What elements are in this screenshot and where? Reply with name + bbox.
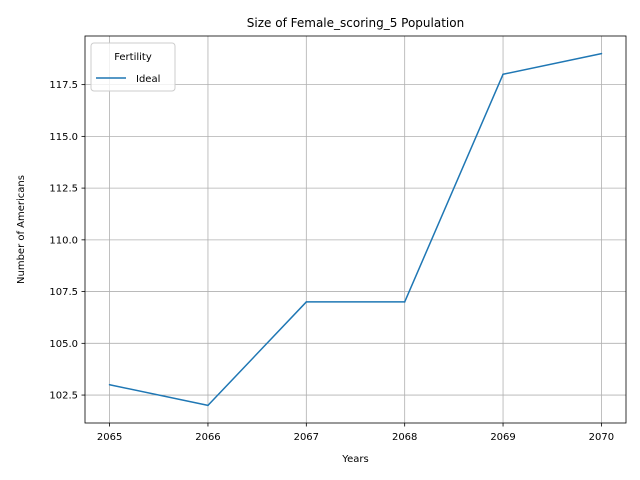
y-tick-label: 102.5 bbox=[49, 391, 78, 402]
chart-title: Size of Female_scoring_5 Population bbox=[247, 16, 464, 30]
x-axis-label: Years bbox=[341, 454, 368, 465]
y-tick-label: 115.0 bbox=[49, 132, 78, 143]
legend-label: Ideal bbox=[136, 74, 160, 85]
data-point bbox=[108, 383, 111, 386]
x-tick-label: 2069 bbox=[490, 432, 515, 443]
data-point bbox=[305, 301, 308, 303]
grid bbox=[85, 36, 626, 423]
plot-area bbox=[84, 35, 627, 424]
y-tick-label: 112.5 bbox=[49, 184, 78, 195]
y-tick-label: 105.0 bbox=[49, 339, 78, 350]
y-tick-label: 117.5 bbox=[49, 80, 78, 91]
data-point bbox=[502, 73, 504, 76]
x-tick-label: 2066 bbox=[195, 432, 220, 443]
series-line-0 bbox=[109, 52, 602, 407]
x-tick-label: 2068 bbox=[392, 432, 417, 443]
legend: Fertility Ideal bbox=[90, 42, 176, 92]
data-point bbox=[600, 52, 603, 55]
y-tick-label: 110.0 bbox=[49, 235, 78, 246]
series-layer bbox=[108, 52, 603, 407]
ticks: 2065 2066 2067 2068 2069 2070 102.5 105.0 107.5 1… bbox=[49, 80, 614, 443]
x-tick-label: 2070 bbox=[589, 432, 614, 443]
legend-box bbox=[90, 42, 176, 92]
legend-title: Fertility bbox=[114, 52, 152, 63]
data-point bbox=[207, 404, 209, 407]
data-point bbox=[403, 301, 406, 303]
x-tick-label: 2065 bbox=[97, 432, 122, 443]
y-tick-label: 107.5 bbox=[49, 287, 78, 298]
y-axis-label: Number of Americans bbox=[16, 175, 27, 284]
x-tick-label: 2067 bbox=[294, 432, 319, 443]
